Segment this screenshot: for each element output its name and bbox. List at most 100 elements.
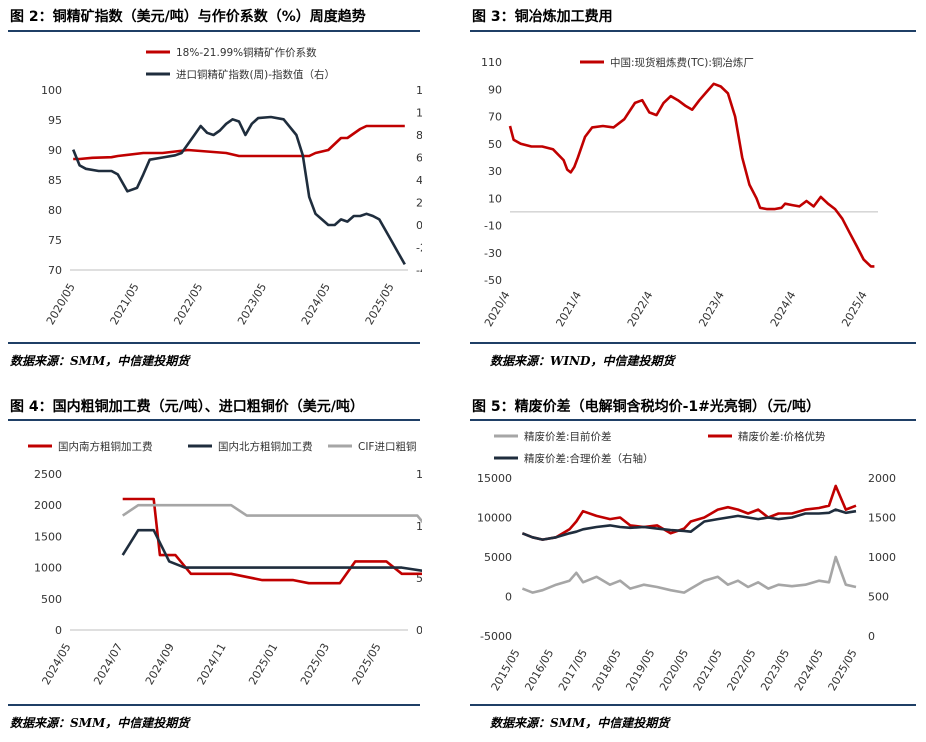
- legend-label: 精废价差:目前价差: [524, 430, 612, 443]
- chart-refined-scrap-spread: -5000 0 5000 10000 15000 0 500 1000 1500 2000 2015…: [477, 430, 896, 693]
- y-tick-label: 5000: [484, 551, 512, 564]
- y-tick-label: 100: [41, 84, 62, 97]
- series-line-2: [121, 528, 422, 572]
- title-rule: [8, 30, 420, 32]
- y-right-tick-label: 500: [868, 591, 889, 604]
- y-right-tick-label: 0%: [416, 219, 422, 232]
- series-line-1: [521, 555, 857, 594]
- legend-label: 精废价差:合理价差（右轴）: [524, 452, 654, 465]
- y-tick-label: 0: [505, 591, 512, 604]
- x-tick-label: 2021/05: [691, 647, 725, 693]
- chart-title: 图 5：精废价差（电解铜含税均价-1#光亮铜）（元/吨）: [472, 399, 821, 415]
- legend-label: 进口铜精矿指数(周)-指数值（右）: [176, 68, 335, 81]
- chart-blister-copper: 0 500 1000 1500 2000 2500 0 50 100 150 2024/05 2024…: [28, 440, 422, 687]
- legend-label: 精废价差:价格优势: [738, 430, 826, 443]
- y-tick-label: -5000: [480, 630, 512, 643]
- y-tick-label: 70: [488, 111, 502, 124]
- x-tick-label: 2025/4: [839, 289, 870, 329]
- y-right-tick-label: 0: [868, 630, 875, 643]
- y-tick-label: 1000: [34, 562, 62, 575]
- x-tick-label: 2023/05: [758, 647, 792, 693]
- x-tick-label: 2024/4: [768, 289, 799, 329]
- source-rule: [470, 704, 916, 706]
- source-text: 数据来源：SMM，中信建投期货: [10, 716, 190, 730]
- x-tick-label: 2016/05: [522, 647, 556, 693]
- y-right-tick-label: -40%: [416, 264, 422, 277]
- chart-title: 图 3：铜冶炼加工费用: [472, 9, 613, 25]
- x-tick-label: 2019/05: [623, 647, 657, 693]
- x-tick-label: 2020/05: [44, 281, 78, 327]
- y-tick-label: -50: [484, 274, 502, 287]
- y-right-tick-label: -20%: [416, 242, 422, 255]
- x-tick-label: 2022/4: [625, 289, 656, 329]
- y-tick-label: -10: [484, 220, 502, 233]
- source-text: 数据来源：WIND，中信建投期货: [490, 354, 675, 368]
- x-tick-label: 2022/05: [171, 281, 205, 327]
- y-right-tick-label: 40%: [416, 174, 422, 187]
- y-tick-label: 85: [48, 174, 62, 187]
- y-tick-label: 15000: [477, 472, 512, 485]
- y-tick-label: 80: [48, 204, 62, 217]
- y-tick-label: 30: [488, 165, 502, 178]
- y-right-tick-label: 80%: [416, 129, 422, 142]
- legend-label: 18%-21.99%铜精矿作价系数: [176, 46, 317, 59]
- source-rule: [470, 342, 916, 344]
- x-tick-label: 2025/05: [363, 281, 397, 327]
- x-tick-label: 2017/05: [556, 647, 590, 693]
- y-right-tick-label: 2000: [868, 472, 896, 485]
- series-line-3: [521, 508, 857, 541]
- title-rule: [8, 419, 420, 421]
- y-right-tick-label: 50: [416, 572, 422, 585]
- x-tick-label: 2025/03: [298, 641, 332, 687]
- y-tick-label: 50: [488, 138, 502, 151]
- x-tick-label: 2024/05: [299, 281, 333, 327]
- x-tick-label: 2020/4: [482, 289, 513, 329]
- x-tick-label: 2021/05: [108, 281, 142, 327]
- y-tick-label: 10: [488, 192, 502, 205]
- series-line-2: [71, 115, 406, 266]
- y-tick-label: 90: [488, 83, 502, 96]
- x-tick-label: 2024/05: [792, 647, 826, 693]
- x-tick-label: 2021/4: [553, 289, 584, 329]
- x-tick-label: 2015/05: [489, 647, 523, 693]
- y-right-tick-label: 150: [416, 468, 422, 481]
- series-line-1: [508, 82, 875, 268]
- source-text: 数据来源：SMM，中信建投期货: [490, 716, 670, 730]
- y-tick-label: 70: [48, 264, 62, 277]
- chart-smelting-tc: -50 -30 -10 10 30 50 70 90 110 2020/4 2021/4 2022/4…: [481, 56, 878, 329]
- y-right-tick-label: 100: [416, 520, 422, 533]
- x-tick-label: 2024/09: [143, 641, 177, 687]
- y-right-tick-label: 60%: [416, 152, 422, 165]
- x-tick-label: 2018/05: [590, 647, 624, 693]
- x-tick-label: 2023/4: [696, 289, 727, 329]
- source-rule: [8, 704, 420, 706]
- chart-title: 图 2：铜精矿指数（美元/吨）与作价系数（%）周度趋势: [10, 9, 366, 25]
- y-right-tick-label: 20%: [416, 197, 422, 210]
- y-tick-label: 10000: [477, 512, 512, 525]
- legend-label: CIF进口粗铜（右）: [358, 440, 422, 453]
- y-tick-label: 75: [48, 234, 62, 247]
- y-right-tick-label: 1000: [868, 551, 896, 564]
- y-tick-label: 500: [41, 593, 62, 606]
- legend-label: 中国:现货粗炼费(TC):铜冶炼厂: [610, 56, 754, 69]
- chart-title: 图 4：国内粗铜加工费（元/吨）、进口粗铜价（美元/吨）: [10, 399, 364, 415]
- y-tick-label: -30: [484, 247, 502, 260]
- series-line-2: [521, 484, 857, 541]
- y-tick-label: 1500: [34, 530, 62, 543]
- legend-label: 国内南方粗铜加工费: [58, 440, 153, 453]
- x-tick-label: 2025/05: [826, 647, 860, 693]
- title-rule: [470, 419, 916, 421]
- y-right-tick-label: 0: [416, 624, 422, 637]
- x-tick-label: 2024/11: [195, 641, 229, 687]
- source-text: 数据来源：SMM，中信建投期货: [10, 354, 190, 368]
- x-tick-label: 2022/05: [724, 647, 758, 693]
- title-rule: [470, 30, 916, 32]
- x-tick-label: 2020/05: [657, 647, 691, 693]
- chart-copper-concentrate: 70 75 80 85 90 95 100 -40% -20% 0% 20% 40% 60% 80% 100…: [41, 46, 422, 327]
- y-right-tick-label: 100%: [416, 107, 422, 120]
- y-right-tick-label: 1500: [868, 512, 896, 525]
- legend-label: 国内北方粗铜加工费: [218, 440, 313, 453]
- y-tick-label: 0: [55, 624, 62, 637]
- y-tick-label: 2000: [34, 499, 62, 512]
- y-tick-label: 90: [48, 144, 62, 157]
